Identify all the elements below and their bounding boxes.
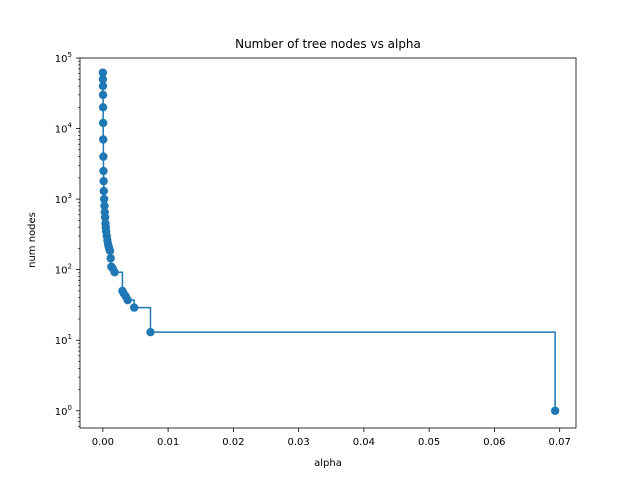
x-tick-label: 0.02 [222, 437, 244, 448]
y-tick-label: 102 [55, 263, 72, 277]
data-point [110, 268, 119, 277]
x-tick-label: 0.07 [549, 437, 571, 448]
x-tick-label: 0.01 [157, 437, 179, 448]
y-tick-label: 101 [55, 333, 72, 347]
x-tick-label: 0.06 [483, 437, 505, 448]
x-tick-label: 0.00 [92, 437, 114, 448]
x-tick-label: 0.04 [353, 437, 375, 448]
plot-area [98, 68, 560, 415]
data-point [123, 295, 132, 305]
chart-title: Number of tree nodes vs alpha [235, 37, 421, 51]
axes-frame [79, 57, 577, 429]
data-point [98, 68, 108, 77]
data-point [105, 246, 115, 256]
data-point [99, 194, 109, 204]
y-tick-label: 104 [55, 122, 73, 136]
x-tick-label: 0.05 [418, 437, 440, 448]
data-point [98, 75, 108, 84]
data-point [129, 303, 139, 312]
data-point [98, 90, 108, 100]
data-point [100, 201, 109, 211]
x-axis: 0.00 0.01 0.02 0.03 0.04 0.05 0.06 0.07 [92, 428, 571, 448]
data-point [550, 406, 560, 415]
y-tick-label: 105 [55, 51, 72, 65]
data-point [98, 103, 108, 112]
data-point [99, 186, 109, 196]
data-point [98, 81, 108, 91]
data-point [99, 166, 108, 176]
data-point [106, 254, 115, 263]
y-tick-label: 103 [55, 192, 72, 206]
data-point [98, 118, 108, 128]
x-axis-label: alpha [314, 458, 342, 469]
data-point [146, 327, 155, 337]
data-point [99, 176, 108, 186]
data-point [99, 152, 108, 161]
y-axis-label: num nodes [27, 212, 38, 268]
data-point [99, 135, 108, 144]
y-tick-label: 100 [55, 404, 72, 418]
data-point [100, 213, 110, 222]
x-tick-label: 0.03 [287, 437, 309, 448]
y-axis: 100 101 102 103 104 105 [55, 51, 80, 427]
